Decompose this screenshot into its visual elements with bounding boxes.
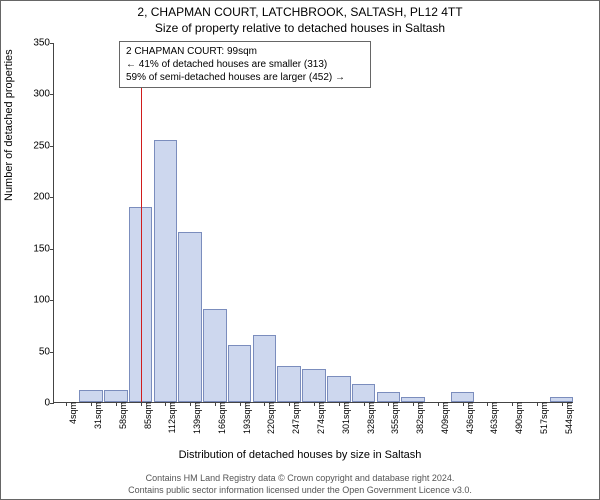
x-tick-label: 382sqm — [413, 402, 425, 434]
histogram-bar — [154, 140, 178, 402]
histogram-bar — [203, 309, 227, 402]
histogram-bar — [377, 392, 401, 402]
annotation-line3: 59% of semi-detached houses are larger (… — [126, 71, 364, 84]
plot-area: 2 CHAPMAN COURT: 99sqm ← 41% of detached… — [53, 43, 573, 403]
histogram-bar — [352, 384, 376, 403]
x-tick-label: 274sqm — [314, 402, 326, 434]
y-tick-mark — [50, 352, 54, 353]
histogram-bar — [178, 232, 202, 402]
x-tick-mark — [165, 402, 166, 406]
property-marker-line — [141, 43, 142, 402]
y-axis-label: Number of detached properties — [3, 49, 15, 201]
x-tick-label: 301sqm — [339, 402, 351, 434]
histogram-bar — [277, 366, 301, 402]
x-tick-mark — [413, 402, 414, 406]
x-tick-label: 166sqm — [215, 402, 227, 434]
y-tick-mark — [50, 146, 54, 147]
x-tick-mark — [289, 402, 290, 406]
x-tick-mark — [66, 402, 67, 406]
x-tick-mark — [388, 402, 389, 406]
x-tick-mark — [240, 402, 241, 406]
x-tick-label: 193sqm — [240, 402, 252, 434]
x-tick-label: 220sqm — [264, 402, 276, 434]
x-axis-label: Distribution of detached houses by size … — [1, 449, 599, 461]
x-tick-label: 85sqm — [141, 402, 153, 429]
x-tick-label: 139sqm — [190, 402, 202, 434]
annotation-line1: 2 CHAPMAN COURT: 99sqm — [126, 45, 364, 58]
x-tick-label: 409sqm — [438, 402, 450, 434]
histogram-bar — [451, 392, 475, 402]
annotation-box: 2 CHAPMAN COURT: 99sqm ← 41% of detached… — [119, 41, 371, 88]
x-tick-mark — [215, 402, 216, 406]
histogram-bar — [327, 376, 351, 402]
y-tick-mark — [50, 403, 54, 404]
histogram-bar — [79, 390, 103, 402]
histogram-bar — [228, 345, 252, 402]
x-tick-label: 58sqm — [116, 402, 128, 429]
x-tick-label: 463sqm — [487, 402, 499, 434]
x-tick-mark — [314, 402, 315, 406]
x-tick-label: 4sqm — [66, 402, 78, 424]
histogram-bar — [253, 335, 277, 402]
chart-title-line1: 2, CHAPMAN COURT, LATCHBROOK, SALTASH, P… — [1, 5, 599, 19]
footer-line2: Contains public sector information licen… — [1, 485, 599, 495]
y-tick-mark — [50, 94, 54, 95]
x-tick-mark — [537, 402, 538, 406]
x-tick-label: 436sqm — [463, 402, 475, 434]
x-tick-mark — [463, 402, 464, 406]
y-tick-mark — [50, 249, 54, 250]
x-tick-label: 112sqm — [165, 402, 177, 433]
x-tick-mark — [116, 402, 117, 406]
x-tick-mark — [438, 402, 439, 406]
x-tick-mark — [190, 402, 191, 406]
x-tick-mark — [264, 402, 265, 406]
y-tick-mark — [50, 300, 54, 301]
x-tick-mark — [512, 402, 513, 406]
annotation-line2: ← 41% of detached houses are smaller (31… — [126, 58, 364, 71]
footer-line1: Contains HM Land Registry data © Crown c… — [1, 473, 599, 483]
x-tick-mark — [562, 402, 563, 406]
chart-title-line2: Size of property relative to detached ho… — [1, 21, 599, 35]
x-tick-mark — [141, 402, 142, 406]
x-tick-label: 31sqm — [91, 402, 103, 429]
x-tick-label: 544sqm — [562, 402, 574, 434]
x-tick-mark — [487, 402, 488, 406]
x-tick-mark — [364, 402, 365, 406]
x-tick-label: 328sqm — [364, 402, 376, 434]
x-tick-label: 490sqm — [512, 402, 524, 434]
y-tick-mark — [50, 197, 54, 198]
x-tick-label: 517sqm — [537, 402, 549, 434]
chart-container: 2, CHAPMAN COURT, LATCHBROOK, SALTASH, P… — [0, 0, 600, 500]
x-tick-label: 247sqm — [289, 402, 301, 434]
x-tick-mark — [91, 402, 92, 406]
histogram-bar — [302, 369, 326, 402]
y-tick-mark — [50, 43, 54, 44]
x-tick-mark — [339, 402, 340, 406]
histogram-bar — [104, 390, 128, 402]
x-tick-label: 355sqm — [388, 402, 400, 434]
